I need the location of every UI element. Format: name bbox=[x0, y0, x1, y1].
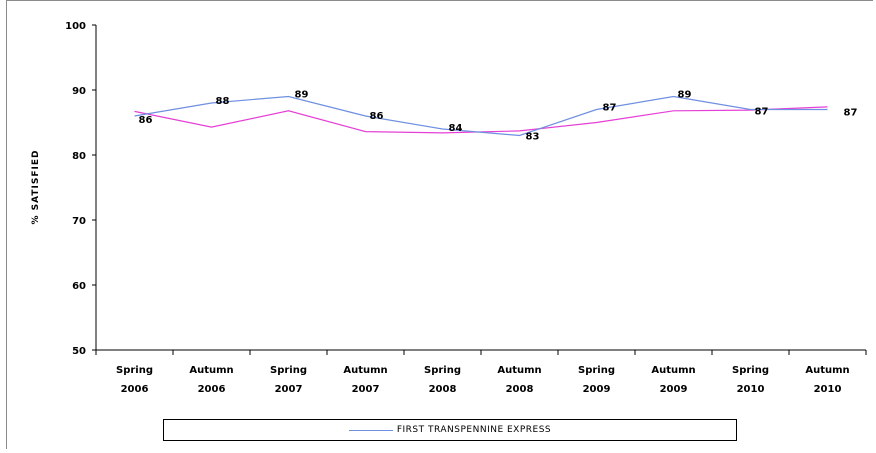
x-tick-label-season: Spring bbox=[578, 365, 615, 376]
y-tick-label: 80 bbox=[72, 151, 86, 162]
x-tick-label-year: 2009 bbox=[583, 384, 611, 395]
legend-series-line bbox=[348, 429, 393, 431]
x-tick-label-year: 2006 bbox=[121, 384, 149, 395]
x-tick-label-year: 2006 bbox=[198, 384, 226, 395]
x-tick-label-season: Autumn bbox=[805, 365, 849, 376]
x-tick-label-year: 2009 bbox=[660, 384, 688, 395]
y-tick-label: 70 bbox=[72, 216, 86, 227]
x-tick-label-year: 2008 bbox=[506, 384, 534, 395]
x-tick-label-year: 2007 bbox=[352, 384, 380, 395]
data-label: 86 bbox=[139, 115, 153, 126]
data-label: 84 bbox=[449, 123, 463, 134]
y-tick-label: 90 bbox=[72, 86, 86, 97]
data-label: 88 bbox=[216, 96, 230, 107]
data-label: 83 bbox=[526, 132, 540, 143]
y-tick-label: 50 bbox=[72, 346, 86, 357]
series-line-first-transpennine-express bbox=[134, 95, 828, 137]
data-label: 86 bbox=[370, 111, 384, 122]
chart-frame bbox=[6, 0, 873, 449]
x-tick-label-season: Autumn bbox=[343, 365, 387, 376]
series-line-secondary bbox=[134, 106, 828, 134]
legend-series-label: FIRST TRANSPENNINE EXPRESS bbox=[396, 425, 552, 435]
data-label: 89 bbox=[678, 90, 692, 101]
x-tick-label-season: Spring bbox=[270, 365, 307, 376]
y-tick-label: 60 bbox=[72, 281, 86, 292]
x-tick-label-year: 2010 bbox=[737, 384, 765, 395]
x-tick-label-season: Autumn bbox=[189, 365, 233, 376]
x-tick-label-season: Autumn bbox=[497, 365, 541, 376]
data-label: 87 bbox=[603, 103, 617, 114]
data-label: 89 bbox=[295, 90, 309, 101]
y-axis-title: % SATISFIED bbox=[31, 150, 41, 225]
x-tick-label-year: 2008 bbox=[429, 384, 457, 395]
x-tick-label-season: Autumn bbox=[651, 365, 695, 376]
x-tick-label-season: Spring bbox=[732, 365, 769, 376]
data-label: 87 bbox=[844, 108, 858, 119]
data-label: 87 bbox=[755, 107, 769, 118]
x-tick-label-season: Spring bbox=[424, 365, 461, 376]
legend: FIRST TRANSPENNINE EXPRESS bbox=[163, 419, 737, 441]
y-tick-label: 100 bbox=[65, 21, 86, 32]
x-tick-label-season: Spring bbox=[116, 365, 153, 376]
x-tick-label-year: 2010 bbox=[814, 384, 842, 395]
x-tick-label-year: 2007 bbox=[275, 384, 303, 395]
